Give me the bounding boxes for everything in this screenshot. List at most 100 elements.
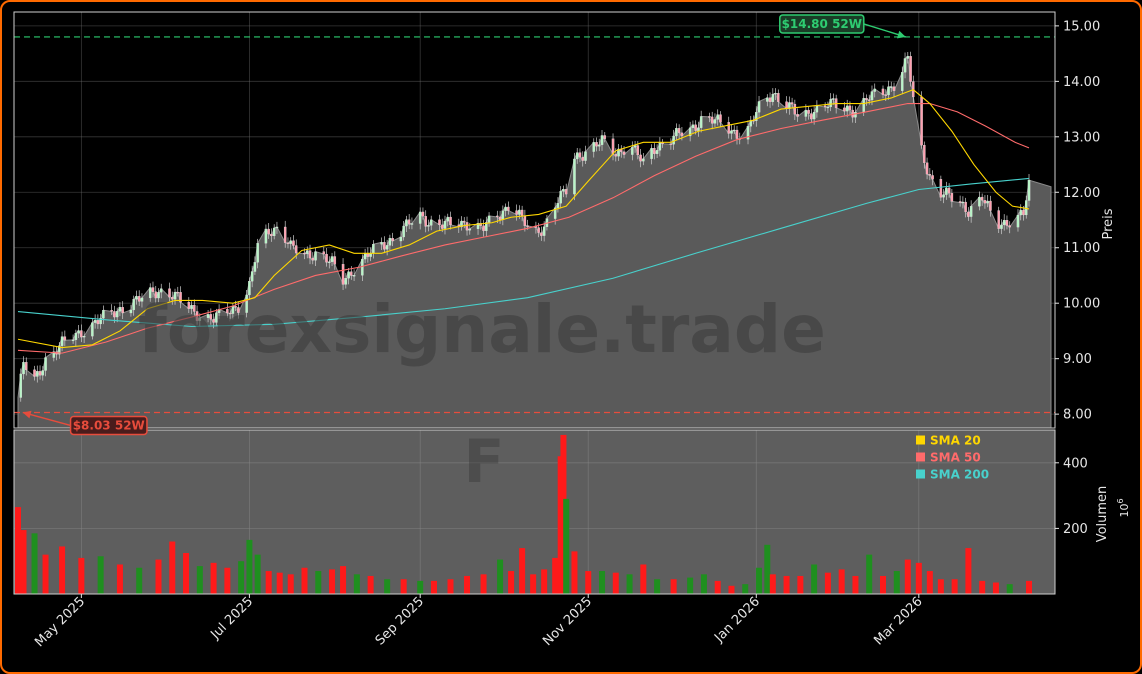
- legend-label: SMA 20: [930, 434, 981, 448]
- candle-body: [380, 242, 383, 245]
- volume-bar: [508, 571, 515, 594]
- date-axis: May 2025 Jul 2025 Sep 2025 Nov 2025 Jan 2026…: [32, 594, 926, 650]
- candle-body: [901, 72, 904, 91]
- candle-body: [507, 206, 510, 211]
- candle-body: [110, 310, 113, 312]
- candle-body: [947, 187, 951, 194]
- candle-body: [578, 152, 582, 158]
- volume-bar: [384, 579, 391, 594]
- volume-bar: [497, 559, 504, 594]
- annotations: $14.80 52W $8.03 52W: [22, 14, 906, 436]
- date-tick-label: Jul 2025: [208, 594, 257, 643]
- volume-bar: [254, 554, 261, 594]
- candle-body: [614, 154, 618, 157]
- candle-body: [697, 127, 700, 131]
- candle-body: [187, 302, 191, 309]
- candle-body: [1024, 200, 1028, 216]
- candle-body: [226, 309, 229, 314]
- candle-body: [74, 333, 78, 340]
- candle-body: [881, 88, 885, 95]
- volume-bar: [353, 574, 360, 594]
- candle-body: [322, 251, 326, 255]
- legend-swatch: [916, 469, 925, 479]
- candle-body: [790, 102, 794, 105]
- candle-body: [118, 307, 122, 312]
- volume-bar: [687, 577, 694, 594]
- candle-body: [573, 158, 576, 195]
- candle-body: [391, 238, 394, 242]
- candle-body: [669, 143, 673, 145]
- candle-body: [1000, 224, 1003, 229]
- candle-body: [688, 127, 692, 137]
- volume-bar: [626, 574, 633, 594]
- candle-body: [485, 222, 488, 231]
- volume-bar: [797, 575, 804, 594]
- candle-body: [655, 150, 659, 154]
- candle-body: [716, 114, 719, 120]
- candle-body: [964, 201, 967, 213]
- candle-body: [71, 339, 75, 341]
- candle-body: [945, 187, 948, 195]
- price-tick-label: 11.00: [1063, 241, 1100, 256]
- volume-bar: [852, 575, 859, 594]
- candle-body: [308, 250, 312, 259]
- candle-body: [272, 227, 276, 237]
- candle-body: [969, 206, 973, 217]
- candle-body: [675, 128, 678, 137]
- volume-bar: [904, 559, 911, 594]
- candle-body: [862, 98, 865, 113]
- candle-body: [228, 312, 232, 315]
- date-tick-label: May 2025: [32, 594, 88, 650]
- candle-body: [157, 292, 160, 299]
- candle-body: [446, 216, 449, 222]
- volume-bar: [769, 574, 776, 594]
- candle-body: [314, 251, 317, 261]
- volume-bar: [599, 571, 606, 594]
- candle-body: [746, 126, 750, 140]
- candle-body: [333, 256, 337, 265]
- volume-bar: [116, 564, 123, 594]
- volume-bar: [640, 564, 647, 594]
- candle-body: [77, 330, 80, 334]
- candle-body: [209, 314, 213, 320]
- candle-body: [832, 98, 835, 100]
- candle-body: [350, 271, 353, 276]
- candle-body: [154, 291, 157, 299]
- candle-body: [328, 261, 331, 263]
- high-52w-label: $14.80 52W: [782, 17, 862, 31]
- volume-bar: [42, 554, 49, 594]
- candle-body: [248, 281, 251, 296]
- volume-bar: [224, 567, 231, 594]
- volume-bar: [714, 580, 721, 594]
- candle-body: [388, 238, 392, 246]
- candle-body: [553, 207, 557, 219]
- volume-bar: [700, 574, 707, 594]
- candle-body: [774, 93, 777, 95]
- candle-body: [730, 130, 733, 134]
- volume-bar: [764, 544, 771, 594]
- volume-bar: [612, 572, 619, 594]
- candle-body: [179, 292, 182, 303]
- candle-body: [44, 357, 47, 371]
- candle-body: [344, 278, 348, 285]
- candle-body: [906, 56, 910, 59]
- candle-body: [829, 99, 832, 108]
- price-tick-label: 9.00: [1063, 352, 1092, 367]
- candle-body: [407, 219, 411, 225]
- candle-body: [38, 371, 42, 376]
- volume-bar: [824, 572, 831, 594]
- candle-body: [193, 304, 196, 312]
- volume-bar: [430, 580, 437, 594]
- candle-body: [812, 112, 816, 120]
- volume-bar: [585, 571, 592, 594]
- candle-body: [1008, 225, 1011, 228]
- candle-body: [564, 189, 568, 195]
- candle-body: [950, 193, 954, 202]
- candle-body: [1005, 219, 1009, 226]
- candle-body: [496, 215, 499, 218]
- candle-body: [931, 175, 934, 180]
- low-52w-label: $8.03 52W: [73, 418, 145, 432]
- candle-body: [96, 320, 100, 325]
- candle-body: [650, 147, 653, 159]
- candle-body: [443, 221, 447, 229]
